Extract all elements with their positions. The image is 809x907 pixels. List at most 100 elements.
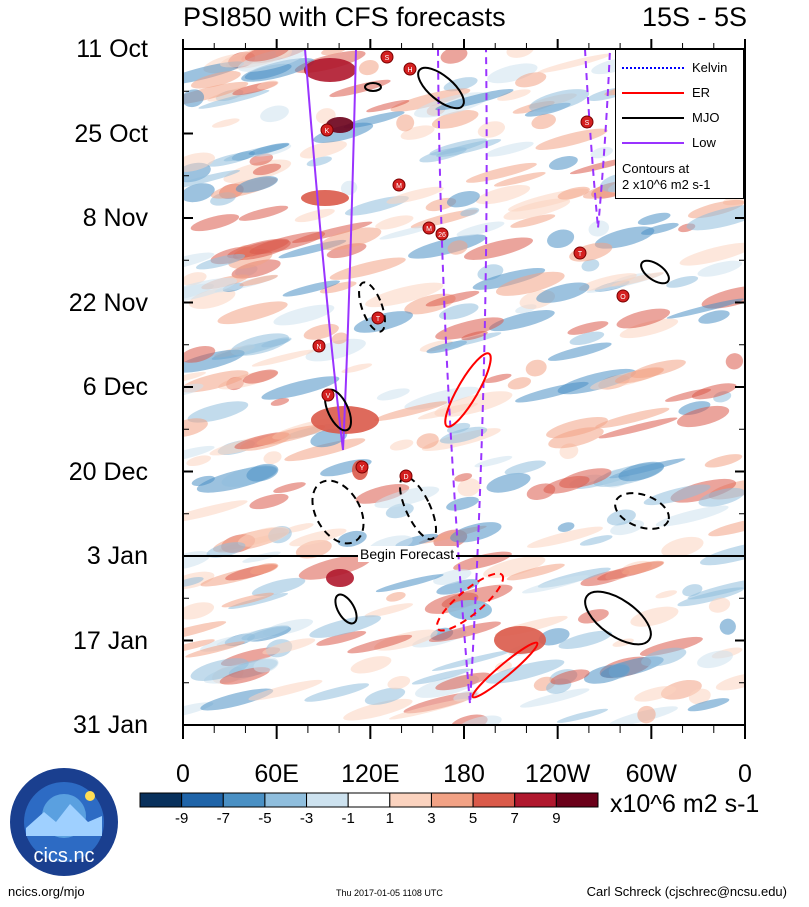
legend: Kelvin ER MJO Low Contours at 2 x10^6 m2… <box>615 49 744 199</box>
anomaly-blob <box>436 579 480 595</box>
anomaly-blob <box>400 125 435 140</box>
anomaly-blob <box>242 369 279 384</box>
anomaly-blob <box>536 282 590 303</box>
anomaly-blob <box>598 417 678 439</box>
storm-icon <box>422 221 436 235</box>
anomaly-blob <box>239 274 279 287</box>
mjo-contour <box>311 479 365 545</box>
storm-marker: Y <box>355 460 369 474</box>
x-tick-label: 120E <box>341 760 400 788</box>
anomaly-blob <box>643 484 711 506</box>
anomaly-blob <box>687 199 745 219</box>
anomaly-blob <box>483 556 546 579</box>
colorbar-swatch <box>181 792 224 808</box>
y-tick-label: 11 Oct <box>76 35 148 63</box>
anomaly-blob <box>446 191 480 208</box>
anomaly-core <box>326 569 354 587</box>
anomaly-blob <box>457 478 481 497</box>
colorbar-label: 3 <box>427 810 436 827</box>
anomaly-blob <box>237 526 290 547</box>
anomaly-blob <box>567 321 609 335</box>
anomaly-blob <box>386 591 406 602</box>
y-tick-label: 17 Jan <box>72 626 148 655</box>
anomaly-blob <box>375 574 444 593</box>
legend-swatch-mjo <box>622 117 684 119</box>
anomaly-blob <box>431 110 479 129</box>
anomaly-blob <box>440 49 468 64</box>
anomaly-blob <box>489 310 555 332</box>
y-tick-label: 31 Jan <box>72 711 148 739</box>
anomaly-blob <box>389 698 468 720</box>
anomaly-blob <box>616 308 671 329</box>
mjo-contour <box>358 281 386 333</box>
anomaly-blob <box>433 569 472 585</box>
anomaly-blob <box>230 333 290 356</box>
colorbar-label: 5 <box>468 810 478 827</box>
anomaly-blob <box>435 88 514 111</box>
anomaly-blob <box>211 118 240 128</box>
storm-label: S <box>585 120 590 127</box>
legend-item-er: ER <box>616 84 743 102</box>
anomaly-blob <box>200 688 274 711</box>
storm-marker: K <box>320 123 334 137</box>
anomaly-blob <box>353 311 413 333</box>
x-tick-label: 60E <box>254 760 299 788</box>
anomaly-core <box>494 626 546 654</box>
anomaly-blob <box>191 71 241 89</box>
anomaly-blob <box>666 298 744 319</box>
anomaly-core <box>301 190 349 206</box>
anomaly-blob <box>715 672 745 691</box>
anomaly-blob <box>538 628 570 646</box>
anomaly-blob <box>374 401 448 422</box>
legend-note-line2: 2 x10^6 m2 s-1 <box>622 177 711 192</box>
anomaly-blob <box>456 221 505 237</box>
anomaly-blob <box>273 482 306 494</box>
anomaly-blob <box>419 340 453 352</box>
storm-label: T <box>376 316 381 323</box>
anomaly-blob <box>306 156 332 167</box>
anomaly-blob <box>249 493 289 510</box>
anomaly-blob <box>248 679 323 701</box>
anomaly-blob <box>443 77 478 92</box>
anomaly-blob <box>612 638 634 647</box>
colorbar-label: -3 <box>299 810 314 827</box>
anomaly-blob <box>309 615 382 638</box>
anomaly-blob <box>190 214 240 232</box>
anomaly-blob <box>485 141 534 157</box>
anomaly-blob <box>252 163 282 176</box>
anomaly-blob <box>550 669 590 685</box>
anomaly-blob <box>183 183 215 203</box>
anomaly-blob <box>183 500 248 523</box>
mjo-contour <box>584 590 652 646</box>
y-tick-label: 8 Nov <box>82 204 148 232</box>
anomaly-blob <box>556 708 609 723</box>
anomaly-blob <box>273 304 335 326</box>
legend-note: Contours at 2 x10^6 m2 s-1 <box>622 161 710 193</box>
mjo-contour <box>364 82 382 92</box>
anomaly-blob <box>408 234 487 259</box>
anomaly-blob <box>337 530 367 547</box>
anomaly-blob <box>697 260 743 277</box>
anomaly-blob <box>231 259 281 279</box>
anomaly-blob <box>614 367 665 384</box>
anomaly-blob <box>655 590 677 599</box>
legend-item-mjo: MJO <box>616 109 743 127</box>
colorbar-swatch <box>555 792 599 808</box>
x-tick-label: 60W <box>625 760 678 788</box>
anomaly-blob <box>183 61 245 85</box>
low-contour <box>584 49 611 229</box>
anomaly-blob <box>358 60 379 76</box>
storm-icon <box>580 115 594 129</box>
legend-item-low: Low <box>616 134 743 152</box>
anomaly-blob <box>594 226 655 249</box>
anomaly-blob <box>191 475 215 486</box>
storm-marker: 26 <box>435 227 449 241</box>
storm-marker: S <box>380 50 394 64</box>
mjo-contour <box>334 593 358 625</box>
logo-text: cics.nc <box>33 845 94 867</box>
anomaly-blob <box>460 207 480 217</box>
anomaly-blob <box>487 63 538 84</box>
anomaly-blob <box>506 563 565 581</box>
legend-label-er: ER <box>692 85 711 100</box>
anomaly-blob <box>434 391 513 418</box>
